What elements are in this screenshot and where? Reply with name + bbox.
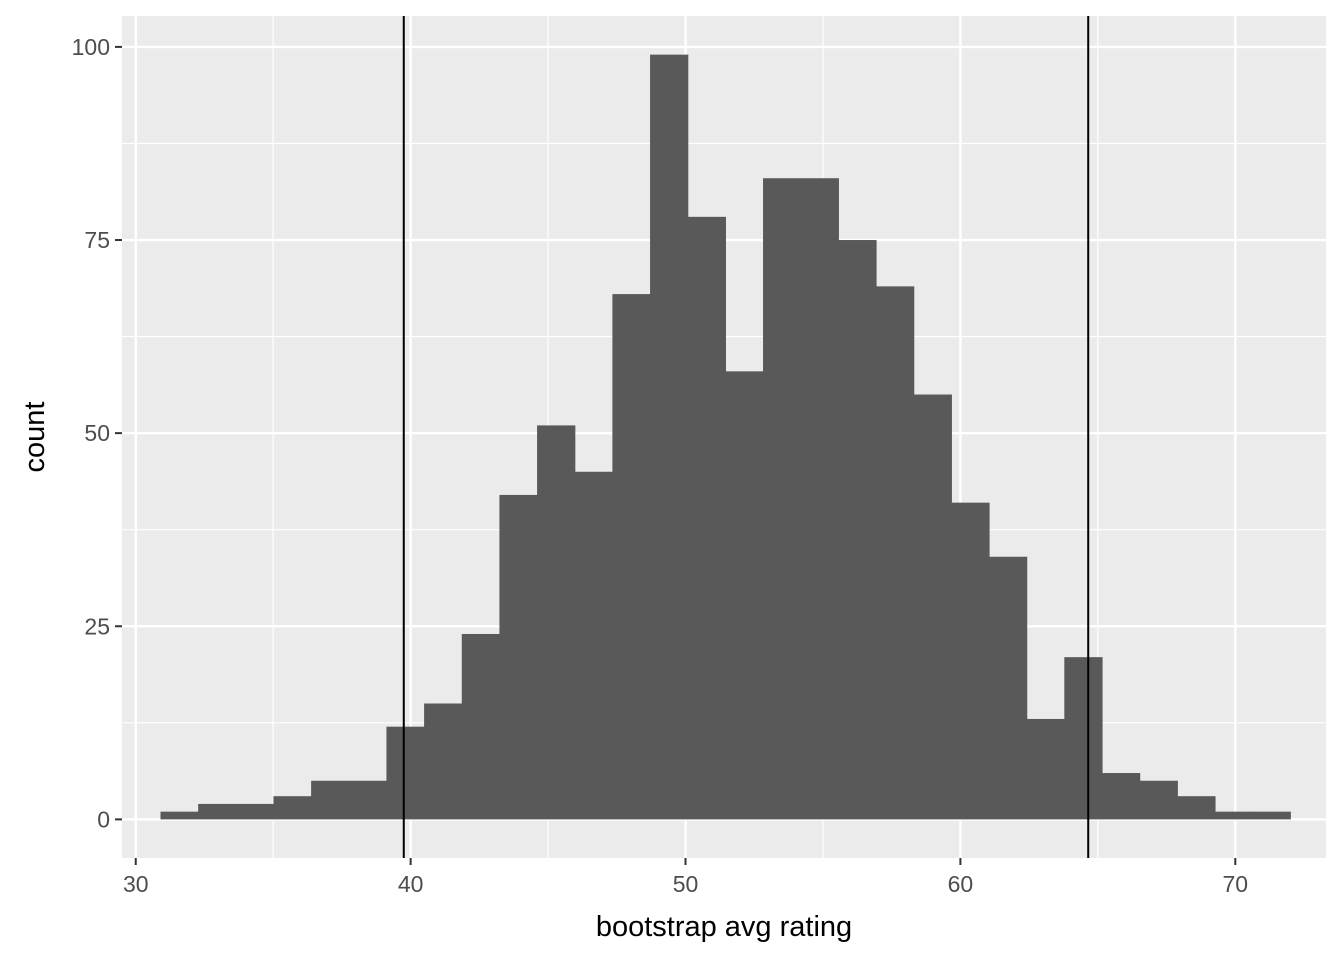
tick-labels: 30 40 50 60 70 0 25 50 75 100 (72, 34, 1248, 897)
x-tick-label: 50 (673, 871, 699, 897)
histogram-bar (1252, 811, 1291, 820)
histogram-bar (838, 240, 877, 820)
x-axis-title: bootstrap avg rating (596, 911, 852, 943)
histogram-bar (160, 811, 199, 820)
histogram-bar (687, 216, 726, 820)
histogram-bar (913, 394, 952, 820)
histogram-bar (386, 726, 425, 820)
y-tick-label: 50 (84, 420, 110, 446)
histogram-bar (461, 633, 501, 820)
histogram-bar (537, 425, 576, 820)
histogram-bar (1101, 773, 1141, 820)
histogram-bar (235, 803, 275, 820)
histogram-bar (612, 294, 651, 820)
histogram-bar (1026, 718, 1065, 820)
histogram-bar (1064, 657, 1103, 820)
histogram-bar (988, 556, 1028, 820)
reference-lines (402, 16, 1090, 858)
histogram-bar (424, 703, 463, 820)
histogram-bar (1139, 780, 1178, 820)
y-axis-title: count (19, 402, 51, 473)
histogram-bars (160, 54, 1291, 820)
x-tick-label: 70 (1222, 871, 1248, 897)
y-tick-label: 0 (97, 806, 110, 832)
y-tick-label: 75 (84, 227, 110, 253)
histogram-bar (311, 780, 350, 820)
histogram-bar (1177, 796, 1216, 820)
histogram-bar (763, 178, 802, 820)
histogram-bar (650, 54, 689, 820)
histogram-bar (1214, 811, 1254, 820)
histogram-bar (198, 803, 237, 820)
histogram-bar (574, 471, 613, 820)
x-tick-label: 30 (123, 871, 149, 897)
histogram-bar (273, 796, 312, 820)
histogram-bar (725, 371, 764, 820)
x-tick-label: 60 (948, 871, 974, 897)
x-tick-label: 40 (398, 871, 424, 897)
axis-ticks (115, 45, 1237, 865)
histogram-bar (499, 494, 538, 820)
y-tick-label: 25 (84, 613, 110, 639)
y-tick-label: 100 (72, 34, 110, 60)
histogram-bar (800, 178, 839, 820)
histogram-bar (951, 502, 990, 820)
histogram-bar (876, 286, 915, 820)
histogram-bar (348, 780, 388, 820)
